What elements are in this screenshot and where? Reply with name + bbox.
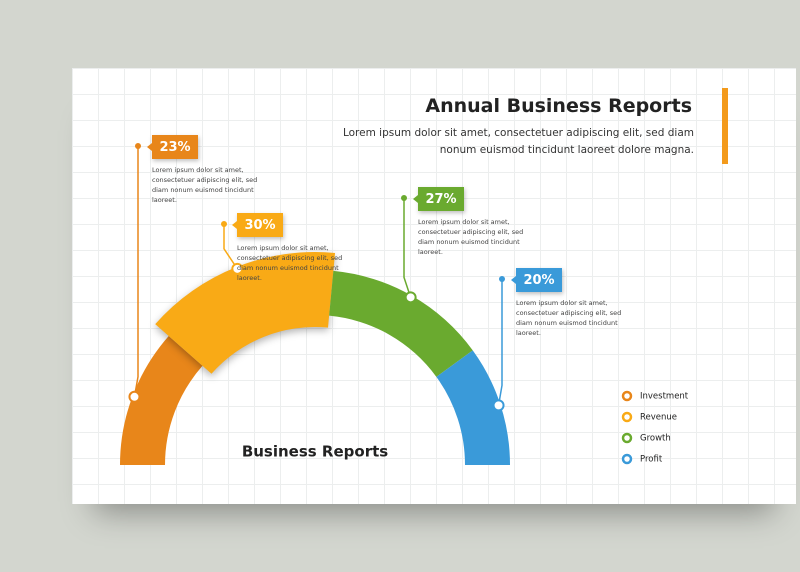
legend-marker: [621, 453, 633, 465]
annotation: Lorem ipsum dolor sit amet, consectetuer…: [237, 244, 343, 282]
center-label: Business Reports: [242, 443, 388, 461]
connector: [133, 146, 139, 397]
segment-marker: [231, 262, 244, 275]
connector-dot: [221, 221, 227, 227]
chart-title: Annual Business Reports: [425, 95, 692, 117]
value-label: 30%: [244, 218, 275, 233]
legend-label: Revenue: [640, 413, 677, 423]
legend-label: Profit: [640, 455, 663, 465]
value-box-pointer: [511, 276, 516, 284]
annotation: Lorem ipsum dolor sit amet, consectetuer…: [418, 218, 524, 256]
segment: [329, 270, 473, 377]
annotation: Lorem ipsum dolor sit amet, consectetuer…: [152, 166, 258, 204]
value-label: 27%: [425, 192, 456, 207]
connector-dot: [401, 195, 407, 201]
value-box: [237, 213, 283, 237]
value-box-pointer: [413, 195, 418, 203]
value-box: [418, 187, 464, 211]
connector-dot: [499, 276, 505, 282]
value-box: [516, 268, 562, 292]
segment: [436, 350, 510, 465]
connector-dot: [135, 143, 141, 149]
connector: [403, 198, 412, 298]
value-label: 20%: [523, 273, 554, 288]
value-box-pointer: [232, 221, 237, 229]
value-box: [152, 135, 198, 159]
annotation: Lorem ipsum dolor sit amet, consectetuer…: [516, 299, 622, 337]
connector: [223, 224, 238, 270]
legend-marker: [621, 390, 633, 402]
value-box-pointer: [147, 143, 152, 151]
legend-label: Investment: [640, 392, 689, 402]
segment-marker: [128, 390, 141, 403]
segment-marker: [404, 291, 417, 304]
subtitle: Lorem ipsum dolor sit amet, consectetuer…: [342, 127, 694, 156]
segment-marker: [492, 399, 505, 412]
legend-marker: [621, 432, 633, 444]
connector: [497, 279, 503, 406]
legend-marker: [621, 411, 633, 423]
accent-bar: [722, 88, 728, 164]
legend-label: Growth: [640, 434, 671, 444]
segment: [155, 251, 336, 374]
value-label: 23%: [159, 140, 190, 155]
segment: [120, 336, 203, 465]
